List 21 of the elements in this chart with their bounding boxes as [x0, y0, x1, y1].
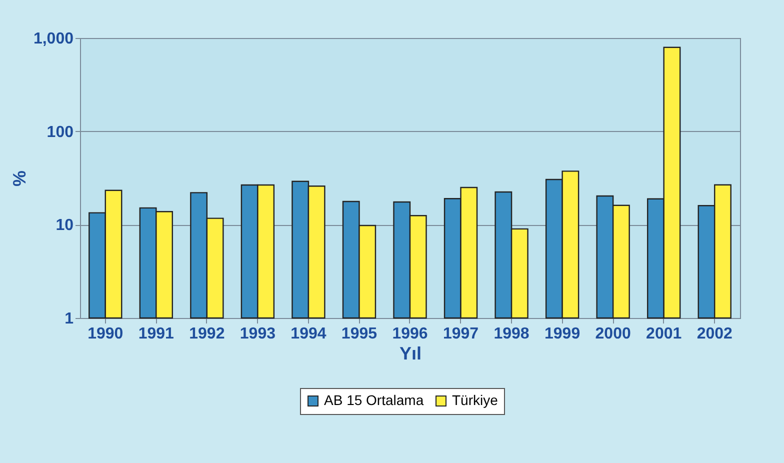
- y-tick-label: 1: [64, 310, 74, 328]
- y-tick-label: 100: [46, 124, 74, 141]
- legend-label: AB 15 Ortalama: [324, 392, 424, 408]
- x-tick-label: 2000: [595, 326, 631, 342]
- y-tick-label: 1,000: [33, 30, 74, 48]
- x-tick-label: 1998: [494, 326, 530, 342]
- x-tick-label: 2001: [646, 326, 682, 342]
- x-tick-label: 1990: [88, 326, 124, 342]
- x-tick-label: 1996: [392, 326, 428, 342]
- y-axis-title: %: [9, 170, 30, 187]
- x-tick-label: 1995: [341, 326, 378, 342]
- x-tick-label: 1994: [290, 326, 326, 342]
- x-axis-title: Yıl: [399, 344, 422, 364]
- x-tick-label: 1993: [240, 326, 276, 342]
- x-tick-label: 2002: [696, 326, 733, 342]
- x-tick-label: 1999: [544, 326, 580, 342]
- legend-label: Türkiye: [452, 392, 498, 408]
- y-tick-label: 10: [56, 217, 74, 234]
- x-tick-label: 1997: [442, 326, 479, 342]
- x-tick-label: 1992: [189, 326, 225, 342]
- x-tick-label: 1991: [138, 326, 174, 342]
